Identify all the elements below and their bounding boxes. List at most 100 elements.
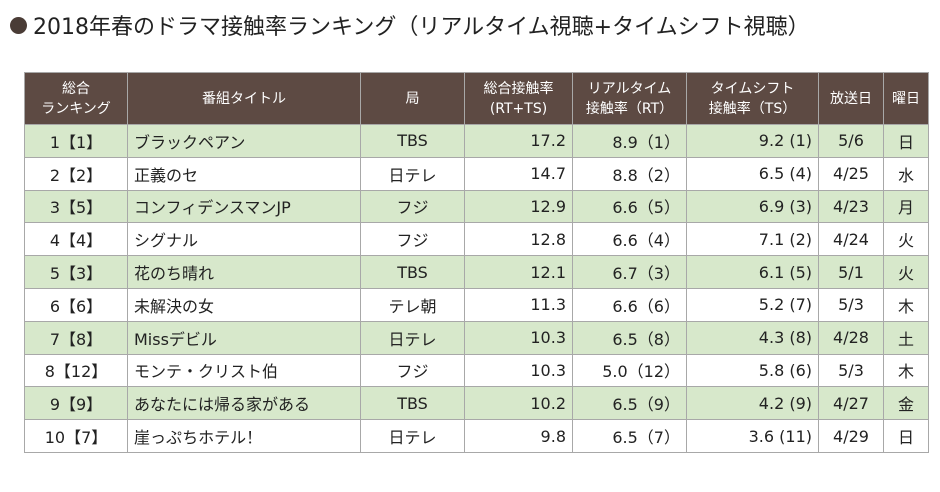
cell-airdate: 5/3 <box>818 353 884 388</box>
cell-timeshift: 4.3 (8) <box>686 320 819 355</box>
cell-rank: 4【4】 <box>24 222 128 257</box>
header-airdate: 放送日 <box>818 72 884 125</box>
table-row: 6【6】 未解決の女 テレ朝 11.3 6.6（6） 5.2 (7) 5/3 木 <box>24 287 929 322</box>
cell-title: 未解決の女 <box>127 287 361 322</box>
header-realtime: リアルタイム 接触率（RT） <box>572 72 687 125</box>
bullet-icon <box>10 16 27 34</box>
cell-rank: 10【7】 <box>24 419 128 453</box>
cell-station: 日テレ <box>360 156 465 191</box>
table-row: 3【5】 コンフィデンスマンJP フジ 12.9 6.6（5） 6.9 (3) … <box>24 189 929 224</box>
cell-rank: 7【8】 <box>24 320 128 355</box>
header-station: 局 <box>360 72 465 125</box>
header-rank: 総合 ランキング <box>24 72 128 125</box>
cell-rank: 1【1】 <box>24 124 128 158</box>
cell-rank: 9【9】 <box>24 386 128 421</box>
header-rank-line2: ランキング <box>41 100 111 117</box>
cell-airdate: 4/28 <box>818 320 884 355</box>
table-row: 8【12】 モンテ・クリスト伯 フジ 10.3 5.0（12） 5.8 (6) … <box>24 353 929 388</box>
cell-timeshift: 6.1 (5) <box>686 255 819 289</box>
cell-rank: 2【2】 <box>24 156 128 191</box>
header-realtime-line1: リアルタイム <box>587 80 672 97</box>
cell-title: 崖っぷちホテル！ <box>127 419 361 453</box>
ranking-table: 総合 ランキング 番組タイトル 局 総合接触率 (RT+TS) リアルタイム 接… <box>24 72 929 453</box>
cell-timeshift: 4.2 (9) <box>686 386 819 421</box>
table-row: 10【7】 崖っぷちホテル！ 日テレ 9.8 6.5（7） 3.6 (11) 4… <box>24 419 929 453</box>
cell-realtime: 8.8（2） <box>572 156 687 191</box>
cell-realtime: 6.6（6） <box>572 287 687 322</box>
header-total-line1: 総合接触率 <box>483 80 554 97</box>
table-row: 7【8】 Missデビル 日テレ 10.3 6.5（8） 4.3 (8) 4/2… <box>24 320 929 355</box>
table-row: 5【3】 花のち晴れ TBS 12.1 6.7（3） 6.1 (5) 5/1 火 <box>24 255 929 289</box>
cell-timeshift: 7.1 (2) <box>686 222 819 257</box>
cell-total: 11.3 <box>464 287 573 322</box>
cell-timeshift: 3.6 (11) <box>686 419 819 453</box>
cell-weekday: 火 <box>883 255 929 289</box>
cell-total: 9.8 <box>464 419 573 453</box>
cell-station: TBS <box>360 124 465 158</box>
cell-realtime: 6.5（9） <box>572 386 687 421</box>
cell-airdate: 4/27 <box>818 386 884 421</box>
cell-title: 正義のセ <box>127 156 361 191</box>
cell-airdate: 5/6 <box>818 124 884 158</box>
cell-weekday: 日 <box>883 124 929 158</box>
header-rank-line1: 総合 <box>62 80 90 97</box>
cell-title: ブラックペアン <box>127 124 361 158</box>
cell-weekday: 金 <box>883 386 929 421</box>
cell-airdate: 4/24 <box>818 222 884 257</box>
cell-total: 10.3 <box>464 320 573 355</box>
header-timeshift: タイムシフト 接触率（TS） <box>686 72 819 125</box>
cell-station: フジ <box>360 222 465 257</box>
cell-rank: 8【12】 <box>24 353 128 388</box>
cell-timeshift: 5.8 (6) <box>686 353 819 388</box>
cell-realtime: 5.0（12） <box>572 353 687 388</box>
cell-weekday: 日 <box>883 419 929 453</box>
header-total: 総合接触率 (RT+TS) <box>464 72 573 125</box>
header-total-line2: (RT+TS) <box>489 100 548 117</box>
cell-weekday: 水 <box>883 156 929 191</box>
header-timeshift-line1: タイムシフト <box>710 80 795 97</box>
header-realtime-line2: 接触率（RT） <box>585 100 674 117</box>
cell-station: テレ朝 <box>360 287 465 322</box>
cell-realtime: 6.6（4） <box>572 222 687 257</box>
cell-airdate: 5/3 <box>818 287 884 322</box>
cell-realtime: 6.5（8） <box>572 320 687 355</box>
cell-station: フジ <box>360 189 465 224</box>
cell-realtime: 6.7（3） <box>572 255 687 289</box>
cell-station: TBS <box>360 386 465 421</box>
cell-station: 日テレ <box>360 320 465 355</box>
cell-total: 17.2 <box>464 124 573 158</box>
table-row: 4【4】 シグナル フジ 12.8 6.6（4） 7.1 (2) 4/24 火 <box>24 222 929 257</box>
cell-weekday: 月 <box>883 189 929 224</box>
cell-total: 10.2 <box>464 386 573 421</box>
table-row: 2【2】 正義のセ 日テレ 14.7 8.8（2） 6.5 (4) 4/25 水 <box>24 156 929 191</box>
cell-rank: 5【3】 <box>24 255 128 289</box>
cell-title: モンテ・クリスト伯 <box>127 353 361 388</box>
cell-title: あなたには帰る家がある <box>127 386 361 421</box>
cell-total: 14.7 <box>464 156 573 191</box>
cell-airdate: 4/25 <box>818 156 884 191</box>
cell-weekday: 木 <box>883 287 929 322</box>
cell-airdate: 4/29 <box>818 419 884 453</box>
cell-station: 日テレ <box>360 419 465 453</box>
cell-airdate: 5/1 <box>818 255 884 289</box>
cell-title: Missデビル <box>127 320 361 355</box>
cell-airdate: 4/23 <box>818 189 884 224</box>
cell-title: 花のち晴れ <box>127 255 361 289</box>
cell-total: 10.3 <box>464 353 573 388</box>
header-program: 番組タイトル <box>127 72 361 125</box>
table-header-row: 総合 ランキング 番組タイトル 局 総合接触率 (RT+TS) リアルタイム 接… <box>24 72 929 125</box>
cell-weekday: 土 <box>883 320 929 355</box>
cell-timeshift: 6.5 (4) <box>686 156 819 191</box>
cell-total: 12.8 <box>464 222 573 257</box>
cell-timeshift: 5.2 (7) <box>686 287 819 322</box>
table-row: 9【9】 あなたには帰る家がある TBS 10.2 6.5（9） 4.2 (9)… <box>24 386 929 421</box>
cell-realtime: 8.9（1） <box>572 124 687 158</box>
cell-station: フジ <box>360 353 465 388</box>
cell-timeshift: 9.2 (1) <box>686 124 819 158</box>
cell-rank: 6【6】 <box>24 287 128 322</box>
cell-weekday: 木 <box>883 353 929 388</box>
table-row: 1【1】 ブラックペアン TBS 17.2 8.9（1） 9.2 (1) 5/6… <box>24 124 929 158</box>
cell-realtime: 6.6（5） <box>572 189 687 224</box>
page-title-row: 2018年春のドラマ接触率ランキング（リアルタイム視聴+タイムシフト視聴） <box>10 8 810 42</box>
cell-rank: 3【5】 <box>24 189 128 224</box>
